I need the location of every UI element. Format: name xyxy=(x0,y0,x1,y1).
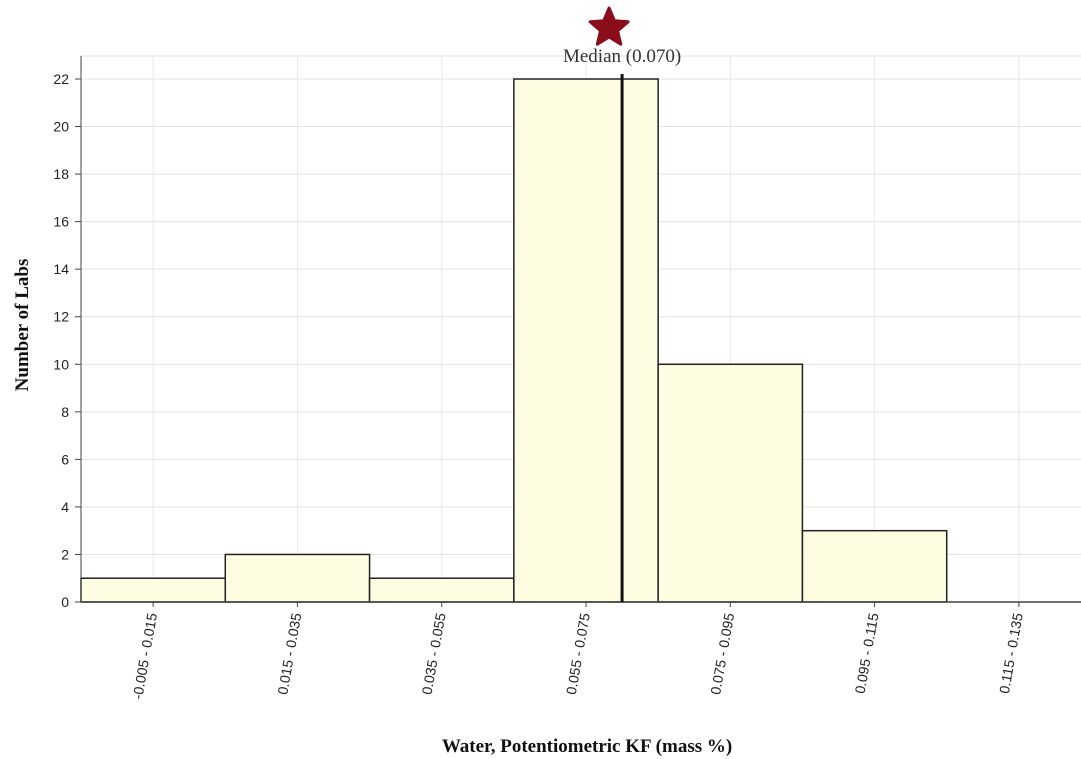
y-tick-label: 20 xyxy=(53,119,69,135)
bars xyxy=(80,78,948,603)
x-tick-label: 0.015 - 0.035 xyxy=(274,612,304,696)
star-icon xyxy=(588,6,630,46)
bar xyxy=(368,577,515,603)
axes xyxy=(75,56,1081,607)
x-tick-label: 0.095 - 0.115 xyxy=(852,612,882,695)
y-axis-title: Number of Labs xyxy=(12,259,33,392)
x-tick-label: 0.075 - 0.095 xyxy=(707,612,737,696)
y-tick-label: 22 xyxy=(53,71,69,87)
y-tick-label: 14 xyxy=(53,261,69,277)
x-axis-title: Water, Potentiometric KF (mass %) xyxy=(442,736,732,757)
bar xyxy=(513,78,659,603)
y-tick-label: 10 xyxy=(53,356,69,372)
bar xyxy=(224,553,371,603)
y-tick-label: 18 xyxy=(53,166,69,182)
y-tick-label: 8 xyxy=(61,404,69,420)
y-tick-labels: 0 2 4 6 8 10 12 14 16 18 20 22 xyxy=(53,71,69,610)
x-tick-label: 0.055 - 0.075 xyxy=(563,612,593,696)
y-tick-label: 16 xyxy=(53,214,69,230)
y-tick-label: 2 xyxy=(61,546,69,562)
bar xyxy=(80,577,227,603)
bar xyxy=(657,363,804,603)
median-marker: Median (0.070) xyxy=(563,6,681,602)
y-tick-label: 4 xyxy=(61,499,69,515)
x-tick-label: 0.035 - 0.055 xyxy=(419,612,449,696)
x-tick-labels: -0.005 - 0.015 0.015 - 0.035 0.035 - 0.055… xyxy=(129,612,1026,701)
y-tick-label: 6 xyxy=(61,451,69,467)
median-label: Median (0.070) xyxy=(563,46,681,67)
x-tick-label: 0.115 - 0.135 xyxy=(996,612,1026,695)
y-tick-label: 0 xyxy=(61,594,69,610)
x-tick-label: -0.005 - 0.015 xyxy=(129,612,160,701)
bar xyxy=(801,529,948,603)
y-tick-label: 12 xyxy=(53,309,69,325)
